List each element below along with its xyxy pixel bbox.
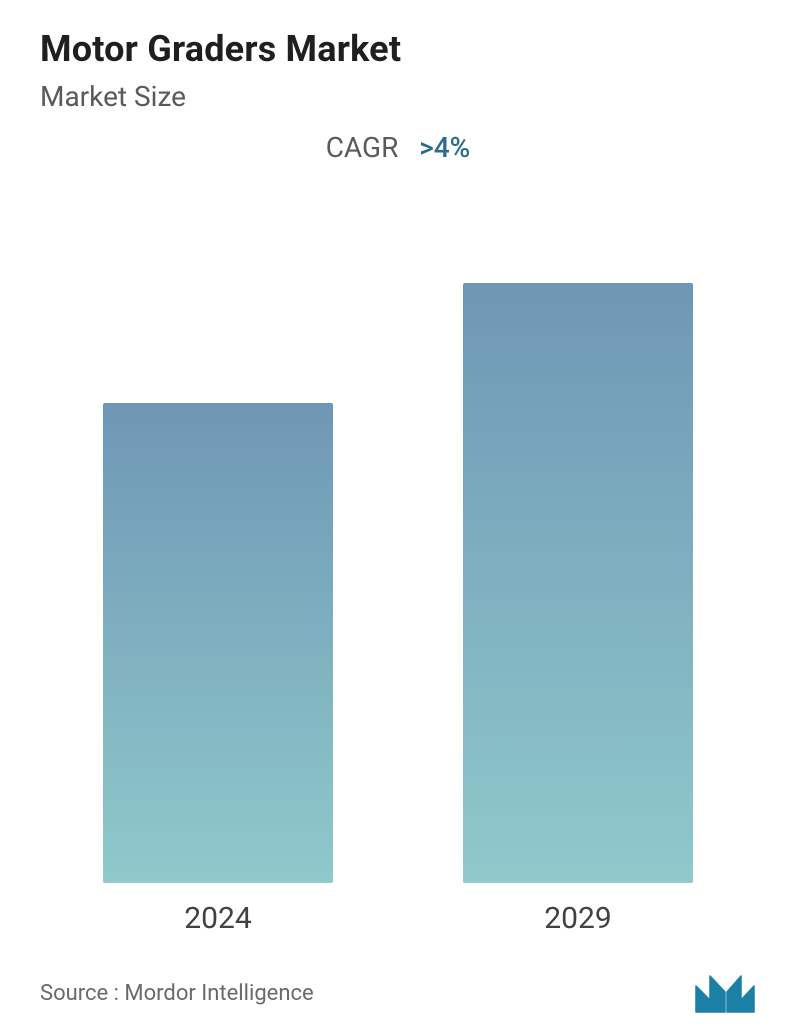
cagr-value: >4% [419, 131, 470, 164]
bar-1 [463, 283, 693, 883]
mordor-logo-icon [694, 972, 756, 1014]
cagr-label: CAGR [326, 131, 399, 164]
source-text: Source : Mordor Intelligence [40, 981, 314, 1006]
bar-0 [103, 403, 333, 883]
cagr-label-row: CAGR >4% [40, 131, 756, 164]
page-subtitle: Market Size [40, 80, 756, 113]
chart-card: Motor Graders Market Market Size CAGR >4… [0, 0, 796, 1034]
bar-chart: 2024 2029 [40, 184, 756, 946]
bar-group-0: 2024 [98, 403, 338, 936]
bar-group-1: 2029 [458, 283, 698, 936]
bar-label-1: 2029 [544, 901, 611, 936]
footer: Source : Mordor Intelligence [40, 946, 756, 1014]
bar-label-0: 2024 [184, 901, 251, 936]
page-title: Motor Graders Market [40, 28, 756, 70]
